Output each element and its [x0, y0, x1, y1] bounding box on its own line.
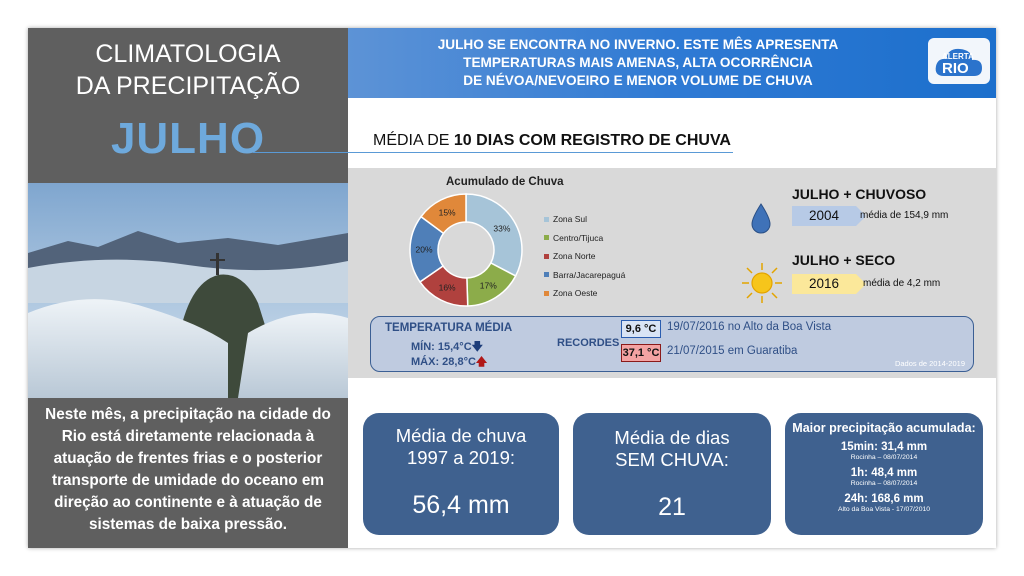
header-line-2: TEMPERATURAS MAIS AMENAS, ALTA OCORRÊNCI… — [463, 55, 813, 70]
driest-year: 2016 — [792, 274, 866, 294]
raindrop-icon — [751, 203, 771, 234]
logo-text-bottom: RIO — [942, 60, 969, 77]
month-title: JULHO — [110, 114, 266, 163]
legend-label: Barra/Jacarepaguá — [553, 269, 626, 280]
wettest-year: 2004 — [792, 206, 866, 226]
header-banner: JULHO SE ENCONTRA NO INVERNO. ESTE MÊS A… — [348, 28, 996, 98]
avg-rain-value: 56,4 mm — [412, 491, 510, 519]
legend-label: Zona Oeste — [553, 288, 598, 299]
description-text: Neste mês, a precipitação na cidade do R… — [28, 398, 348, 548]
record-cold-value: 9,6 °C — [621, 320, 661, 338]
chart-title: Acumulado de Chuva — [446, 176, 564, 188]
title-line-2: DA PRECIPITAÇÃO — [75, 72, 301, 100]
chart-legend: Zona Sul Centro/Tijuca Zona Norte Barra/Jac… — [544, 210, 625, 303]
alerta-rio-logo: ALERTA RIO — [928, 38, 990, 84]
header-text: JULHO SE ENCONTRA NO INVERNO. ESTE MÊS A… — [388, 36, 888, 90]
legend-swatch — [544, 290, 549, 296]
legend-swatch — [544, 272, 549, 278]
legend-swatch — [544, 235, 549, 241]
donut-label-4: 15% — [439, 207, 456, 217]
legend-swatch — [544, 253, 549, 259]
temperature-max: MÁX: 28,8°C🡅 — [411, 353, 487, 372]
cloud-icon — [935, 48, 982, 76]
subtitle-bold: 10 DIAS COM REGISTRO DE CHUVA — [453, 132, 731, 149]
main-title: CLIMATOLOGIA DA PRECIPITAÇÃO — [28, 38, 348, 102]
landscape-photo — [28, 183, 348, 398]
infographic-frame: CLIMATOLOGIA DA PRECIPITAÇÃO JULHO — [28, 28, 996, 548]
max-15min: 15min: 31,4 mm Rocinha – 08/07/2014 — [785, 441, 983, 461]
donut-slice-4 — [419, 193, 467, 235]
max-15min-place: Rocinha – 08/07/2014 — [850, 454, 918, 461]
temperature-label: TEMPERATURA MÉDIA — [385, 322, 513, 334]
temperature-min: MÍN: 15,4°C🡇 — [411, 338, 483, 357]
legend-swatch — [544, 216, 549, 222]
max-1h-place: Rocinha – 08/07/2014 — [850, 480, 918, 487]
dry-days-label: Média de dias SEM CHUVA: — [573, 413, 771, 471]
title-underline — [253, 152, 733, 153]
legend-item-2: Zona Norte — [544, 247, 625, 266]
title-line-1: CLIMATOLOGIA — [95, 40, 281, 68]
arrow-up-icon: 🡅 — [475, 356, 488, 368]
legend-item-0: Zona Sul — [544, 210, 625, 229]
max-24h-place: Alto da Boa Vista - 17/07/2010 — [837, 506, 931, 513]
max-1h: 1h: 48,4 mm Rocinha – 08/07/2014 — [785, 467, 983, 487]
data-period-note: Dados de 2014-2019 — [894, 359, 965, 368]
avg-rain-label: Média de chuva 1997 a 2019: — [363, 413, 559, 469]
climate-panel: Acumulado de Chuva 33% 17% 16% 20% 15% Zona … — [348, 168, 996, 378]
logo-text-top: ALERTA — [942, 52, 974, 61]
sun-icon — [742, 263, 782, 303]
legend-item-3: Barra/Jacarepaguá — [544, 266, 625, 285]
dry-days-card: Média de dias SEM CHUVA: 21 — [573, 413, 771, 535]
avg-rain-label-2: 1997 a 2019: — [406, 447, 516, 468]
legend-item-4: Zona Oeste — [544, 284, 625, 303]
wettest-title: JULHO + CHUVOSO — [792, 186, 927, 202]
header-line-3: DE NÉVOA/NEVOEIRO E MENOR VOLUME DE CHUV… — [463, 73, 813, 88]
subtitle-prefix: MÉDIA DE — [373, 132, 454, 149]
max-precip-title: Maior precipitação acumulada: — [792, 421, 976, 435]
max-15min-value: 15min: 31,4 mm — [840, 441, 928, 453]
driest-title: JULHO + SECO — [792, 252, 896, 268]
record-hot-value: 37,1 °C — [621, 344, 661, 362]
donut-label-3: 20% — [415, 244, 432, 254]
donut-chart: 33% 17% 16% 20% 15% — [409, 193, 523, 307]
temperature-max-value: MÁX: 28,8°C — [411, 356, 476, 368]
donut-slice-0 — [465, 193, 523, 277]
legend-label: Zona Norte — [553, 251, 596, 262]
records-label: RECORDES — [557, 337, 620, 349]
header-line-1: JULHO SE ENCONTRA NO INVERNO. ESTE MÊS A… — [437, 37, 839, 52]
donut-label-2: 16% — [439, 283, 456, 293]
max-24h-value: 24h: 168,6 mm — [844, 493, 924, 505]
temperature-min-value: MÍN: 15,4°C — [411, 341, 472, 353]
driest-note: média de 4,2 mm — [863, 278, 941, 289]
wettest-note: média de 154,9 mm — [860, 210, 949, 221]
arrow-down-icon: 🡇 — [471, 341, 483, 353]
max-1h-value: 1h: 48,4 mm — [850, 467, 918, 479]
legend-item-1: Centro/Tijuca — [544, 229, 625, 248]
avg-rain-card: Média de chuva 1997 a 2019: 56,4 mm — [363, 413, 559, 535]
dry-days-value: 21 — [658, 493, 686, 521]
legend-label: Centro/Tijuca — [553, 232, 604, 243]
donut-label-0: 33% — [493, 223, 510, 233]
donut-label-1: 17% — [480, 281, 497, 291]
temperature-box: TEMPERATURA MÉDIA MÍN: 15,4°C🡇 MÁX: 28,8… — [370, 316, 974, 372]
dry-days-label-1: Média de dias — [614, 427, 730, 448]
avg-rain-label-1: Média de chuva — [395, 425, 527, 446]
record-cold-text: 19/07/2016 no Alto da Boa Vista — [667, 321, 832, 333]
legend-label: Zona Sul — [553, 214, 588, 225]
left-title-panel: CLIMATOLOGIA DA PRECIPITAÇÃO JULHO — [28, 28, 348, 183]
record-hot-text: 21/07/2015 em Guaratiba — [667, 345, 798, 357]
dry-days-label-2: SEM CHUVA: — [615, 449, 729, 470]
subtitle: MÉDIA DE 10 DIAS COM REGISTRO DE CHUVA — [373, 132, 731, 150]
max-precip-card: Maior precipitação acumulada: 15min: 31,… — [785, 413, 983, 535]
max-24h: 24h: 168,6 mm Alto da Boa Vista - 17/07/… — [785, 493, 983, 513]
